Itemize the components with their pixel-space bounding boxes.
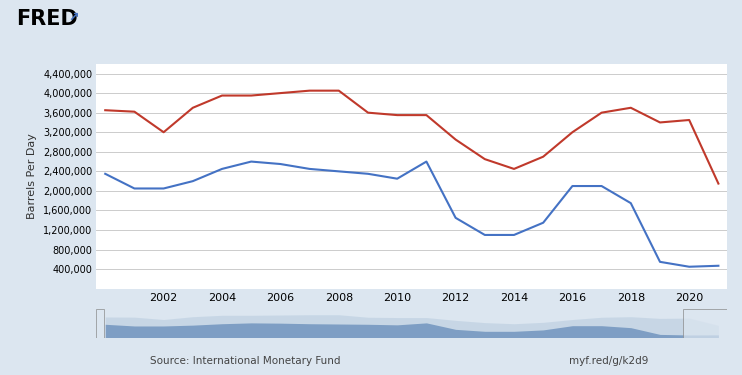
Bar <box>683 309 727 338</box>
Text: FRED: FRED <box>16 9 78 29</box>
Text: ↗: ↗ <box>68 10 79 24</box>
Bar <box>96 309 104 338</box>
Text: myf.red/g/k2d9: myf.red/g/k2d9 <box>569 356 648 366</box>
Y-axis label: Barrels Per Day: Barrels Per Day <box>27 134 38 219</box>
Text: Source: International Monetary Fund: Source: International Monetary Fund <box>150 356 340 366</box>
